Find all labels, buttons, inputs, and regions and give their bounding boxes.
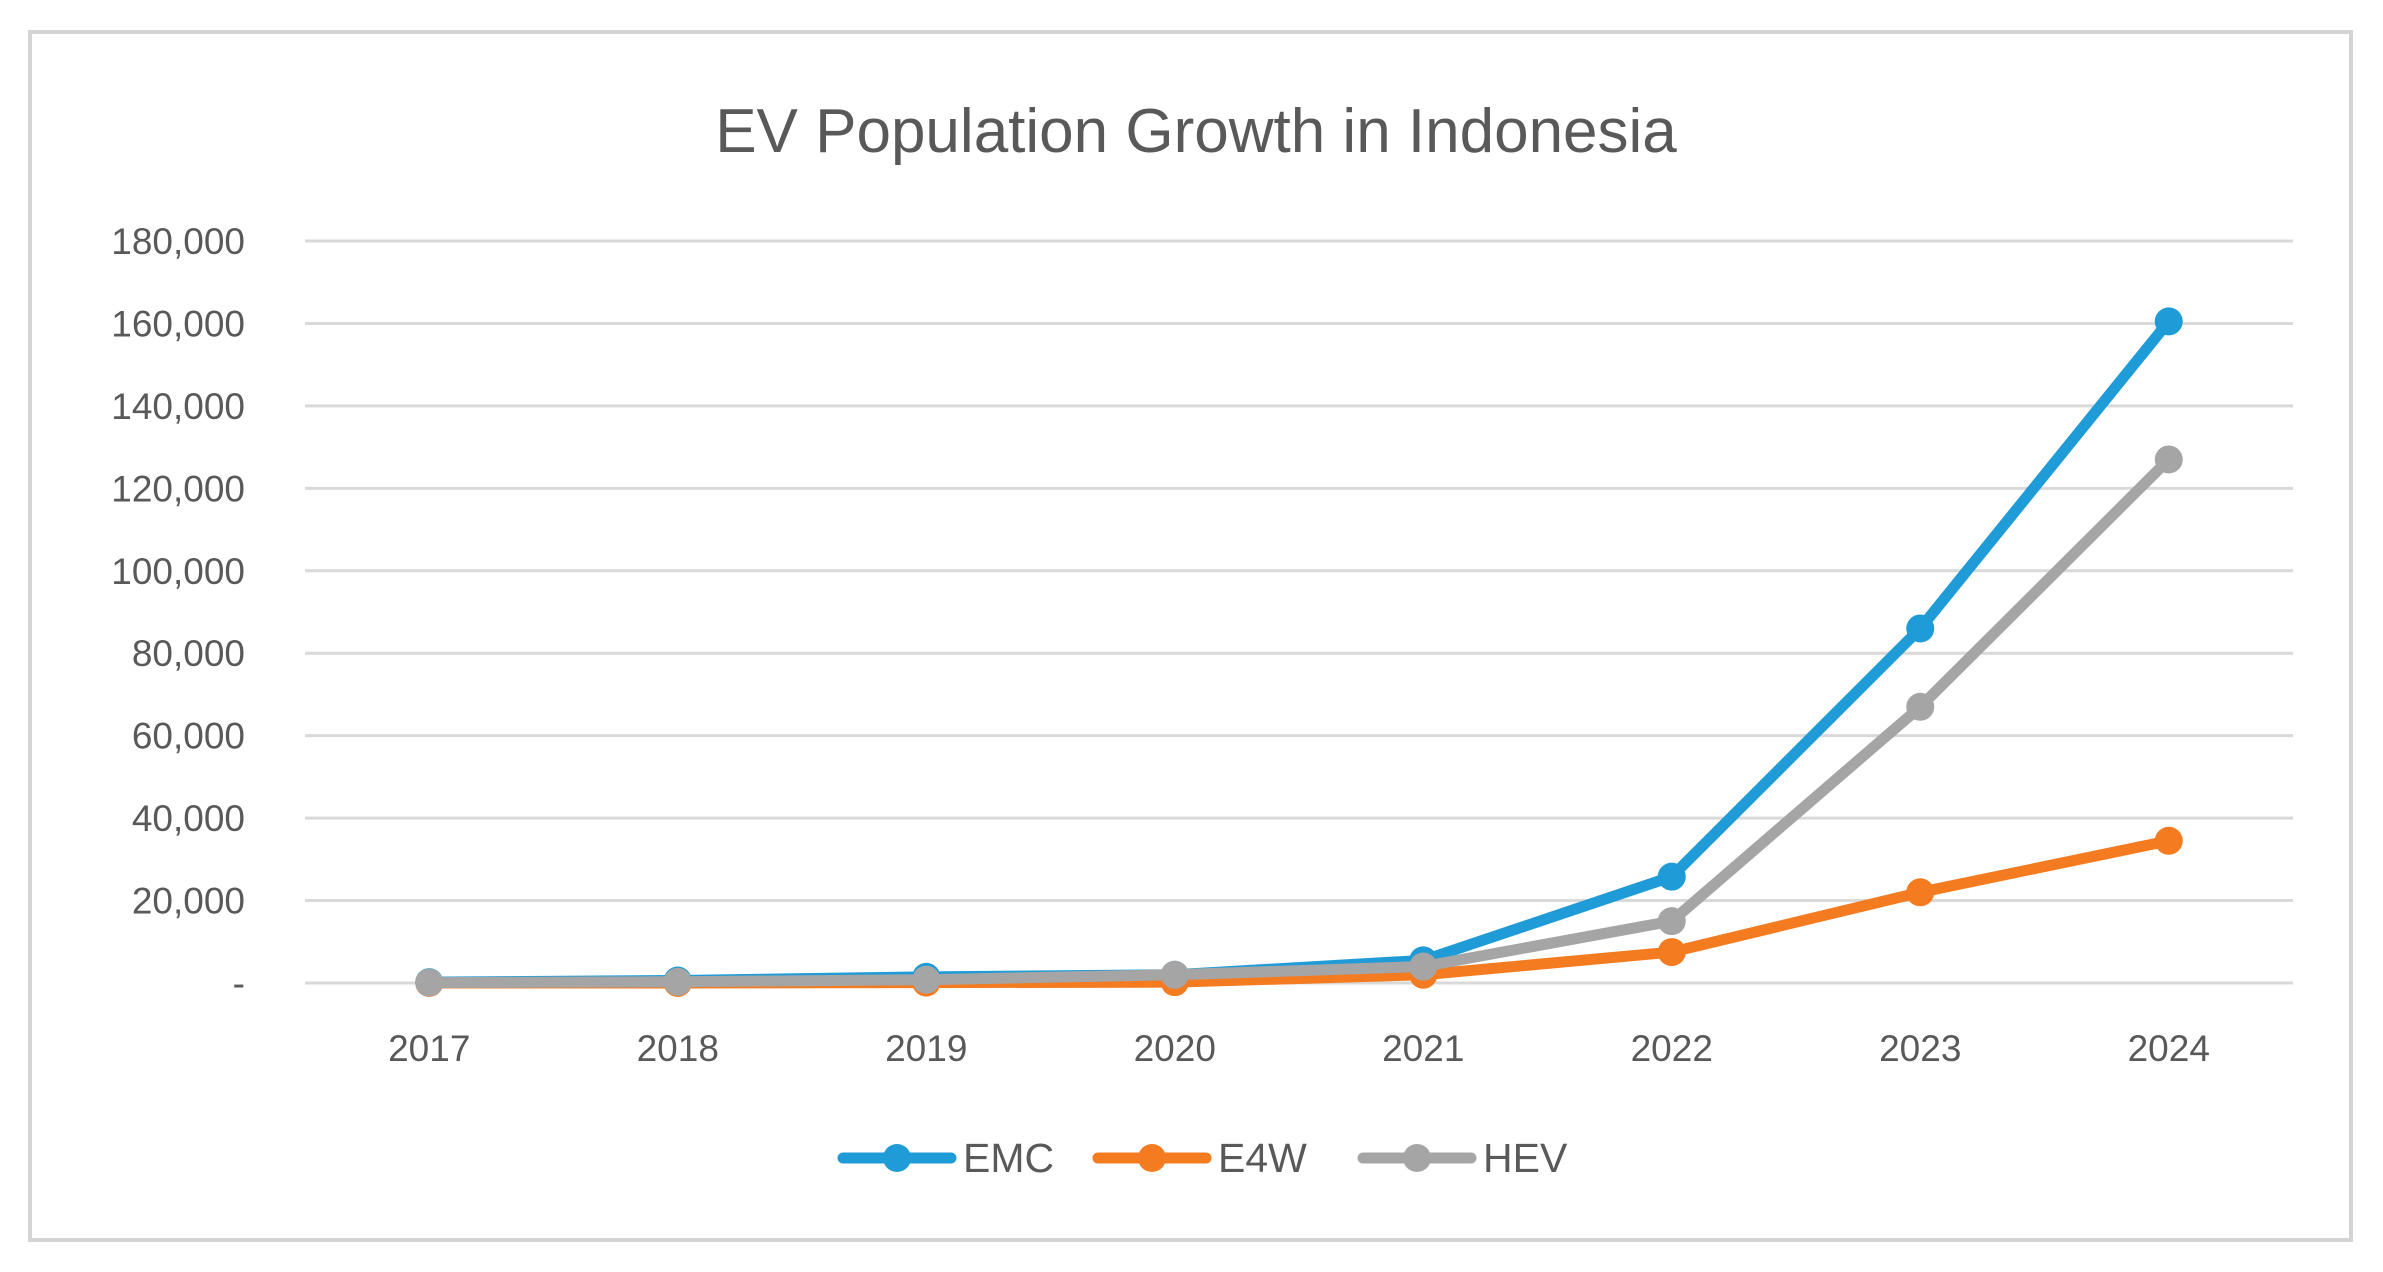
data-point-emc [1657,862,1686,891]
data-point-e4w [1906,878,1935,907]
series-hev [415,445,2183,997]
legend-swatch-marker [883,1144,911,1172]
series-line-hev [423,453,2175,989]
data-point-hev [1160,960,1189,989]
data-point-emc [1906,614,1935,643]
data-point-e4w [2154,826,2183,855]
x-tick-label: 2018 [637,1028,719,1069]
x-tick-label: 2024 [2128,1028,2210,1069]
y-tick-label: 140,000 [111,386,245,427]
data-point-hev [912,965,941,994]
legend-label: E4W [1218,1135,1307,1181]
data-point-hev [415,968,444,997]
data-point-emc [2154,307,2183,336]
legend-swatch-marker [1138,1144,1166,1172]
y-tick-label: 180,000 [111,221,245,262]
legend-swatch-marker [1403,1144,1431,1172]
x-tick-label: 2022 [1631,1028,1713,1069]
data-point-hev [2154,445,2183,474]
y-tick-label: 40,000 [132,798,245,839]
legend-label: HEV [1483,1135,1568,1181]
y-tick-label: - [233,963,245,1004]
y-tick-label: 80,000 [132,633,245,674]
data-point-e4w [1657,938,1686,967]
x-tick-label: 2019 [885,1028,967,1069]
y-tick-label: 120,000 [111,468,245,509]
chart-title: EV Population Growth in Indonesia [715,97,1677,166]
x-axis-tick-labels: 2017 2018 2019 2020 2021 2022 2023 2024 [388,1028,2210,1069]
legend: EMC E4W HEV [837,1135,1568,1181]
legend-item-emc: EMC [837,1135,1054,1181]
chart-frame [28,30,2353,1242]
series-lines [415,307,2183,997]
x-tick-label: 2020 [1134,1028,1216,1069]
legend-item-e4w: E4W [1092,1135,1307,1181]
x-tick-label: 2023 [1879,1028,1961,1069]
series-line-e4w [423,835,2175,989]
y-tick-label: 20,000 [132,881,245,922]
data-point-hev [1906,692,1935,721]
y-tick-label: 100,000 [111,551,245,592]
y-tick-label: 60,000 [132,716,245,757]
data-point-hev [663,967,692,996]
data-point-hev [1657,907,1686,936]
x-tick-label: 2021 [1382,1028,1464,1069]
data-point-hev [1409,952,1438,981]
y-axis-tick-labels: - 20,000 40,000 60,000 80,000 100,000 120,000 1… [111,221,245,1004]
legend-label: EMC [963,1135,1054,1181]
legend-item-hev: HEV [1357,1135,1568,1181]
x-tick-label: 2017 [388,1028,470,1069]
y-tick-label: 160,000 [111,303,245,344]
